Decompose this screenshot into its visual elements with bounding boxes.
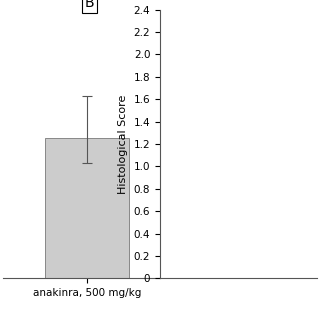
Text: B: B [84, 0, 94, 10]
Bar [45, 139, 129, 278]
Y-axis label: Histological Score: Histological Score [118, 94, 128, 194]
